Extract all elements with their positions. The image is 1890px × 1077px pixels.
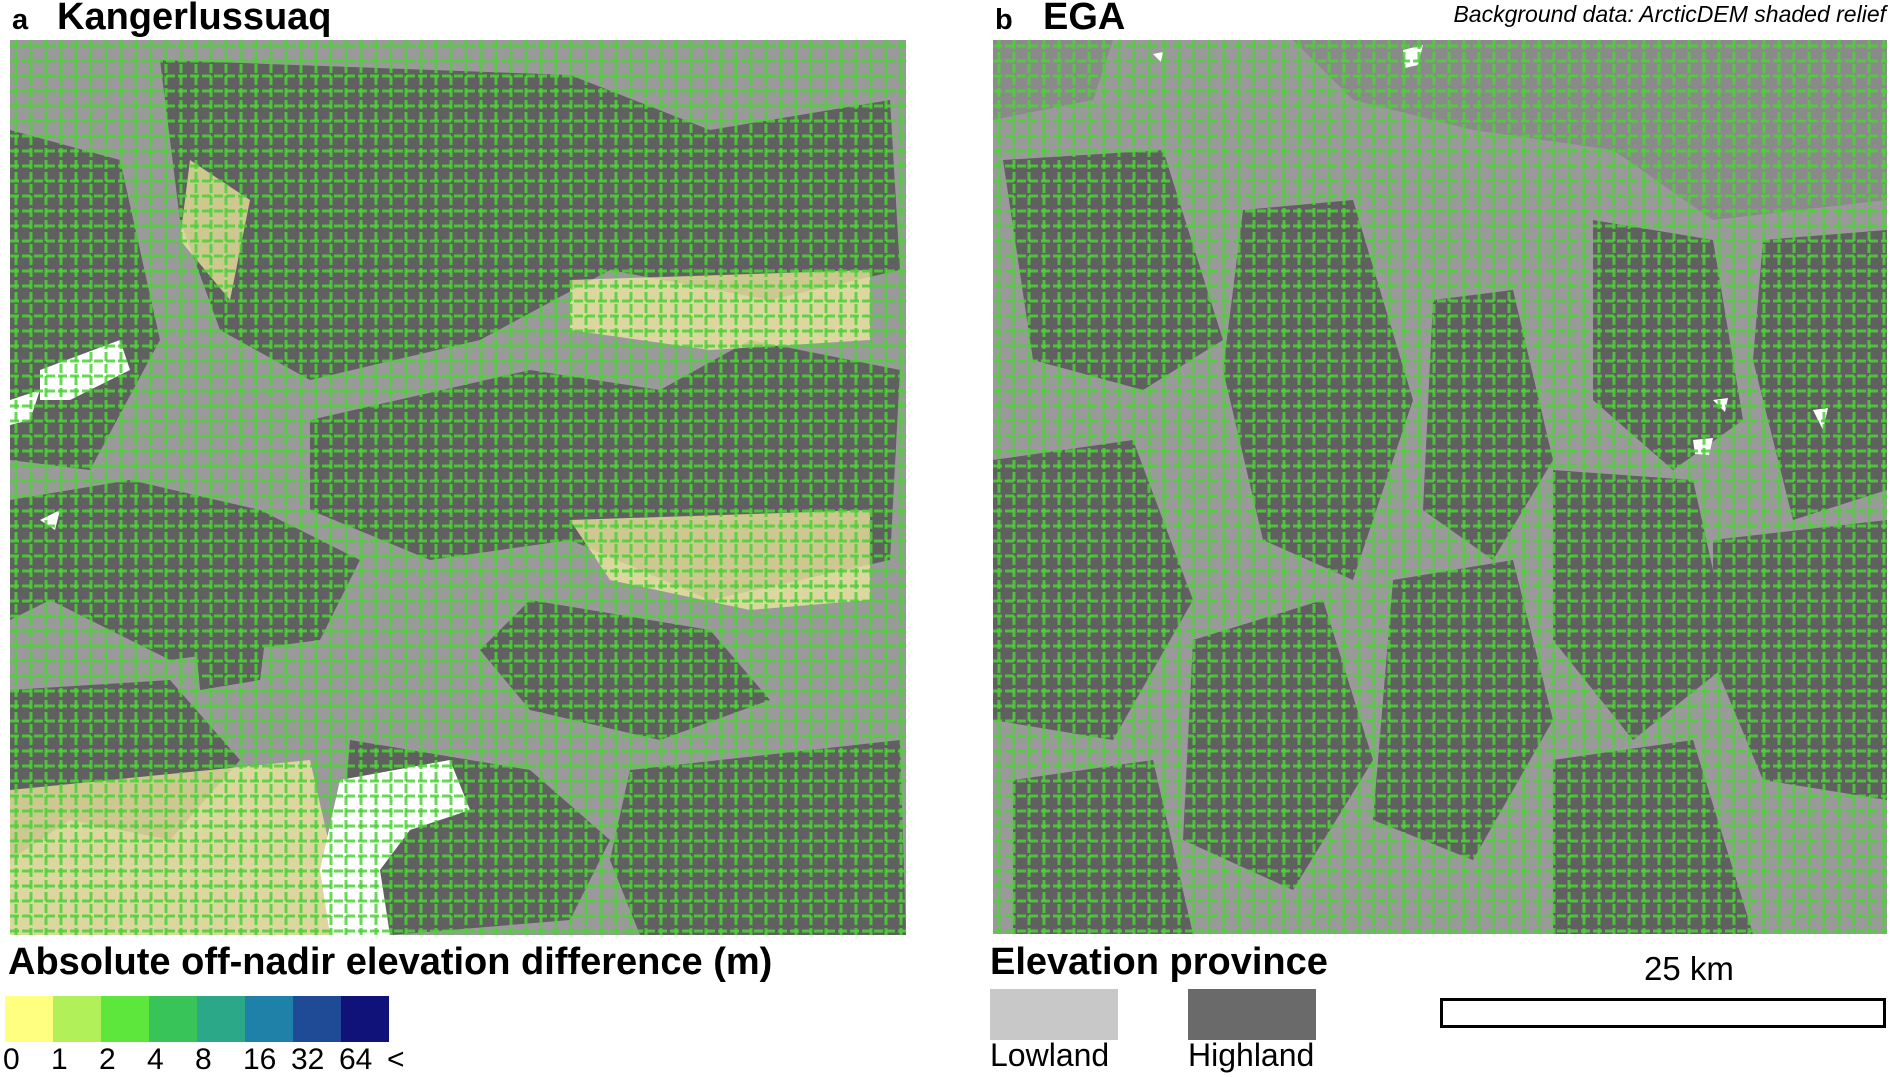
difference-tick-label: 32 <box>291 1043 325 1076</box>
difference-class-swatch <box>245 996 293 1042</box>
difference-class-swatch <box>149 996 197 1042</box>
difference-tick-label: 64 <box>339 1043 373 1076</box>
grid-lines-vertical <box>997 40 1886 934</box>
scale-bar <box>1440 998 1886 1028</box>
difference-tick-label: 0 <box>3 1043 20 1076</box>
difference-class-swatch <box>341 996 389 1042</box>
difference-tick-label: < <box>387 1043 405 1076</box>
panel-b-letter: b <box>995 4 1013 36</box>
panel-b-title: EGA <box>1043 0 1126 38</box>
highland-swatch <box>1188 989 1316 1040</box>
difference-class-swatch <box>293 996 341 1042</box>
scale-bar-label: 25 km <box>1644 950 1734 987</box>
panel-a-letter: a <box>12 4 29 36</box>
difference-class-swatch <box>5 996 53 1042</box>
difference-legend-title: Absolute off-nadir elevation difference … <box>8 941 773 983</box>
difference-tick-label: 4 <box>147 1043 164 1076</box>
difference-class-swatch <box>53 996 101 1042</box>
difference-tick-label: 8 <box>195 1043 212 1076</box>
difference-class-swatch <box>101 996 149 1042</box>
difference-tick-label: 2 <box>99 1043 116 1076</box>
map-panel-kangerlussuaq[interactable] <box>10 40 906 935</box>
panel-a-title: Kangerlussuaq <box>57 0 332 38</box>
lowland-swatch <box>990 989 1118 1040</box>
grid-lines-horizontal <box>993 44 1887 933</box>
province-legend-title: Elevation province <box>990 941 1328 983</box>
lowland-label: Lowland <box>990 1037 1110 1073</box>
difference-class-swatch <box>197 996 245 1042</box>
grid-lines-horizontal <box>10 44 906 933</box>
difference-tick-label: 1 <box>51 1043 68 1076</box>
data-credit: Background data: ArcticDEM shaded relief <box>1453 1 1886 27</box>
difference-tick-label: 16 <box>243 1043 277 1076</box>
highland-label: Highland <box>1188 1037 1315 1073</box>
map-panel-ega[interactable] <box>993 40 1887 934</box>
grid-lines-vertical <box>14 40 903 935</box>
